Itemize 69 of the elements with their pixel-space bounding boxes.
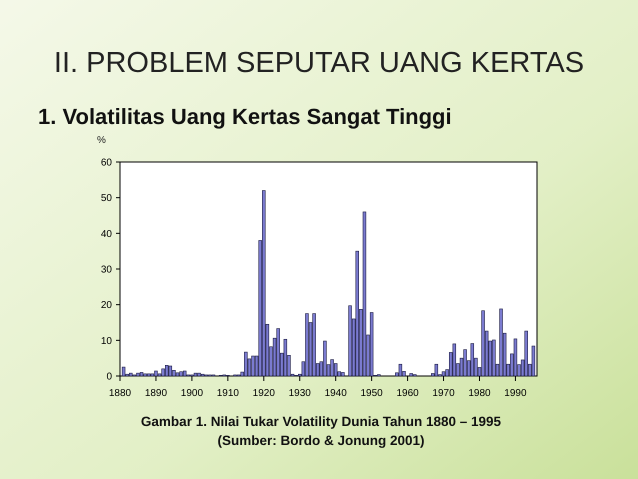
x-tick-label: 1900 [180, 388, 204, 399]
bar [532, 346, 536, 376]
bar [172, 370, 176, 376]
x-tick-label: 1940 [324, 388, 348, 399]
y-tick-label: 50 [100, 193, 112, 204]
bar [323, 340, 327, 376]
bar [348, 305, 352, 376]
bar [463, 349, 467, 376]
bar [251, 356, 255, 376]
chart-subtitle: 1. Volatilitas Uang Kertas Sangat Tinggi [38, 104, 452, 129]
bar [362, 212, 366, 376]
bar [481, 310, 485, 376]
bar [284, 338, 288, 376]
bar [442, 371, 446, 376]
y-axis-title: % [97, 135, 106, 146]
y-tick-label: 30 [100, 264, 112, 276]
bar [409, 373, 413, 376]
bar [164, 365, 168, 376]
bar [244, 352, 248, 376]
x-tick-label: 1960 [396, 388, 420, 399]
y-tick-label: 0 [106, 372, 112, 382]
bar [499, 308, 503, 376]
x-tick-label: 1990 [504, 388, 527, 399]
text: Gambar 1. Nilai Tukar Volatility Dunia Tahun 1880 – 1995 [140, 414, 502, 429]
bar [161, 368, 165, 376]
bar [140, 372, 144, 376]
bar [370, 312, 374, 376]
chart-title: II. PROBLEM SEPUTAR UANG KERTAS [54, 47, 584, 79]
bar [398, 364, 402, 376]
bar [194, 372, 198, 376]
bar [179, 371, 183, 376]
y-tick-label: 10 [100, 336, 112, 347]
x-tick-label: 1880 [108, 388, 132, 399]
bar [305, 313, 309, 376]
x-tick-label: 1950 [360, 388, 384, 399]
bar [276, 328, 280, 376]
bar [434, 364, 438, 376]
x-tick-label: 1930 [288, 388, 312, 399]
bar [143, 374, 147, 376]
bar [182, 370, 186, 376]
x-tick-label: 1980 [468, 388, 492, 399]
x-tick-label: 1910 [216, 388, 240, 399]
bar [452, 344, 456, 376]
bar [154, 370, 158, 376]
bar [312, 313, 316, 376]
bar [147, 374, 150, 376]
bar [122, 366, 126, 376]
bar [341, 372, 345, 376]
text: (Sumber: Bordo & Jonung 2001) [217, 433, 425, 448]
bar [176, 372, 180, 376]
bar [356, 250, 359, 376]
bar [492, 340, 496, 376]
bar [129, 372, 133, 376]
y-tick-label: 20 [100, 300, 112, 312]
x-tick-label: 1890 [144, 388, 168, 399]
bar [168, 366, 172, 376]
x-tick-label: 1920 [252, 388, 276, 399]
bar [136, 372, 140, 376]
bar [514, 338, 518, 376]
bar [150, 374, 154, 376]
bar [262, 190, 266, 376]
bar [524, 330, 528, 376]
x-tick-label: 1970 [432, 388, 456, 399]
bar [197, 372, 201, 376]
bar [330, 359, 334, 376]
y-tick-label: 40 [100, 228, 112, 240]
bar [470, 343, 474, 376]
y-tick-label: 60 [100, 158, 112, 168]
bar [334, 363, 338, 376]
